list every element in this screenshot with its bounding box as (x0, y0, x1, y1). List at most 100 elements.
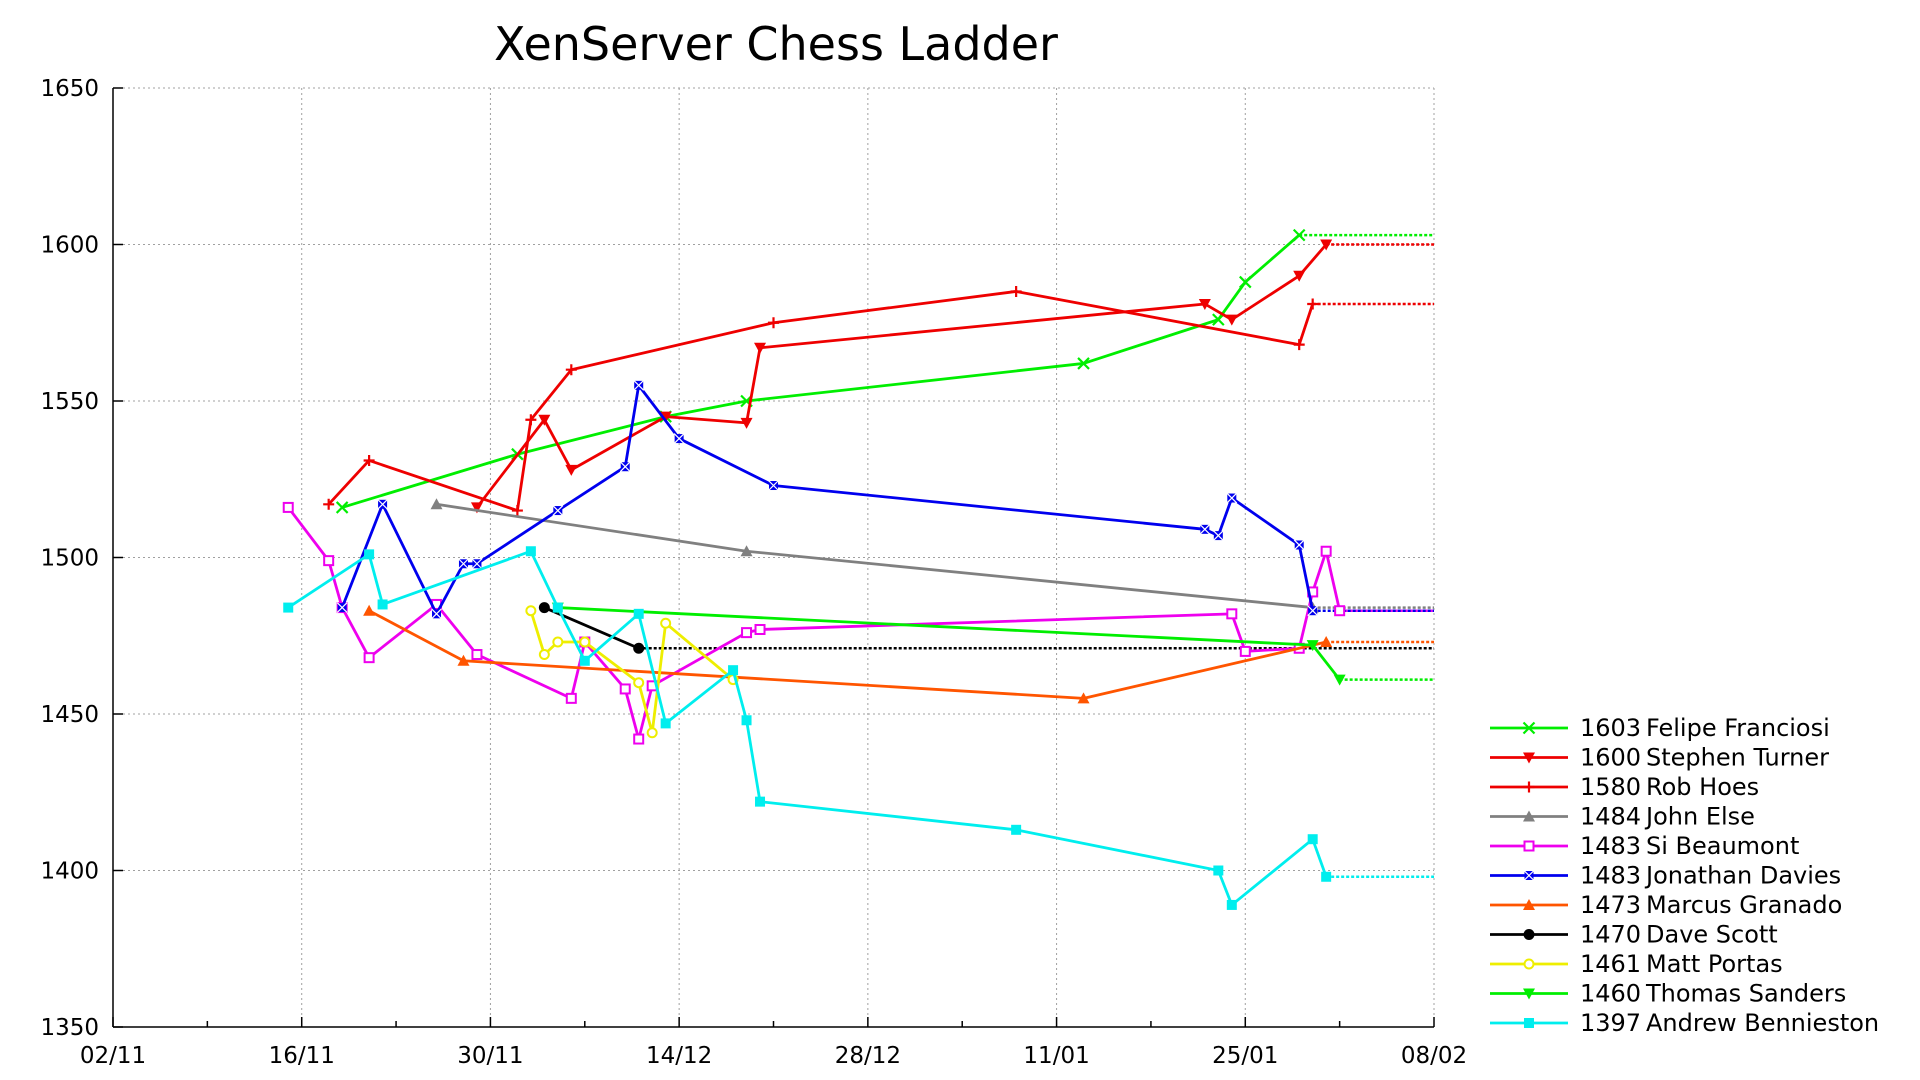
data-point (377, 498, 389, 510)
series-line (368, 609, 1327, 700)
data-point (1213, 865, 1224, 876)
legend-rating: 1397 (1580, 1009, 1641, 1037)
data-point (565, 692, 577, 704)
x-tick-label: 02/11 (80, 1043, 146, 1069)
data-point (754, 342, 767, 354)
grid (113, 88, 1434, 1027)
data-point (619, 461, 631, 473)
legend-rating: 1470 (1580, 921, 1641, 949)
legend-item: 1483 Jonathan Davies (1490, 862, 1841, 890)
data-point (1010, 285, 1022, 297)
legend-rating: 1483 (1580, 832, 1641, 860)
data-point (1333, 674, 1346, 686)
data-point (633, 642, 645, 654)
data-point (363, 454, 375, 466)
legend-rating: 1580 (1580, 773, 1641, 801)
data-point (1239, 275, 1252, 289)
x-tick-label: 25/01 (1212, 1043, 1278, 1069)
x-tick-label: 16/11 (269, 1043, 335, 1069)
series-line (341, 234, 1301, 509)
legend-name: Marcus Granado (1646, 891, 1842, 919)
y-tick-label: 1600 (40, 233, 99, 259)
data-point (633, 608, 644, 619)
data-point (525, 605, 537, 617)
legend-rating: 1473 (1580, 891, 1641, 919)
data-point (283, 602, 294, 613)
legend-item: 1461 Matt Portas (1490, 950, 1783, 978)
data-point (768, 317, 779, 329)
series (282, 501, 1346, 745)
series (470, 239, 1333, 514)
data-point (565, 364, 577, 376)
data-point (364, 549, 375, 560)
legend-name: Si Beaumont (1646, 832, 1799, 860)
data-point (430, 498, 443, 510)
legend-marker (1523, 929, 1535, 940)
data-point (431, 608, 442, 620)
data-point (363, 652, 375, 664)
legend-name: John Else (1644, 803, 1755, 831)
y-tick-label: 1500 (40, 546, 99, 572)
data-point (741, 715, 752, 726)
legend-rating: 1483 (1580, 862, 1641, 890)
data-point (1307, 834, 1318, 845)
data-point (282, 501, 294, 513)
series-line (557, 606, 1341, 681)
data-point (754, 623, 766, 635)
series-line (436, 502, 1313, 609)
series-line (475, 243, 1328, 509)
legend-name: Felipe Franciosi (1646, 714, 1830, 742)
data-point (579, 636, 591, 648)
data-point (552, 636, 564, 648)
legend-marker (1523, 810, 1535, 822)
data-point (1334, 605, 1346, 617)
x-tick-label: 14/12 (646, 1043, 712, 1069)
data-point (1225, 314, 1238, 326)
axis-ticks: 02/11 16/11 30/11 14/12 28/12 11/01 25/01 08/02… (40, 76, 1467, 1069)
legend-marker (1523, 781, 1535, 793)
data-point (1077, 692, 1090, 704)
series (323, 285, 1319, 517)
legend-rating: 1600 (1580, 744, 1641, 772)
data-point (659, 411, 672, 423)
data-point (323, 555, 335, 567)
data-point (741, 627, 753, 639)
data-point (1320, 545, 1332, 557)
legend-marker (1524, 1018, 1534, 1028)
data-point (1320, 636, 1333, 648)
legend-marker (1523, 899, 1535, 910)
data-point (335, 501, 349, 514)
data-point (1226, 492, 1238, 504)
legend-item: 1603 Felipe Franciosi (1490, 714, 1830, 742)
x-tick-label: 30/11 (457, 1043, 523, 1069)
data-point (377, 599, 388, 610)
data-point (1212, 313, 1225, 326)
legend-name: Thomas Sanders (1645, 980, 1846, 1008)
data-point (1198, 298, 1211, 310)
legend-name: Dave Scott (1646, 921, 1778, 949)
data-point (1239, 645, 1251, 657)
legend-rating: 1460 (1580, 980, 1641, 1008)
data-point (1321, 871, 1332, 882)
data-point (660, 617, 672, 629)
data-point (1226, 608, 1238, 620)
data-point (363, 604, 376, 616)
data-point (511, 505, 523, 517)
legend-marker (1523, 840, 1535, 852)
x-tick-label: 11/01 (1023, 1043, 1089, 1069)
data-point (525, 414, 537, 426)
data-point (768, 480, 779, 491)
y-tick-label: 1550 (40, 389, 99, 415)
legend-marker (1523, 958, 1535, 970)
series (335, 228, 1306, 514)
series (430, 498, 1319, 613)
data-point (1293, 339, 1305, 351)
legend-marker (1523, 870, 1535, 881)
data-point (755, 796, 766, 807)
legend-name: Rob Hoes (1646, 773, 1759, 801)
x-tick-label: 08/02 (1401, 1043, 1467, 1069)
legend-marker (1523, 988, 1535, 1000)
legend-item: 1600 Stephen Turner (1490, 744, 1829, 772)
